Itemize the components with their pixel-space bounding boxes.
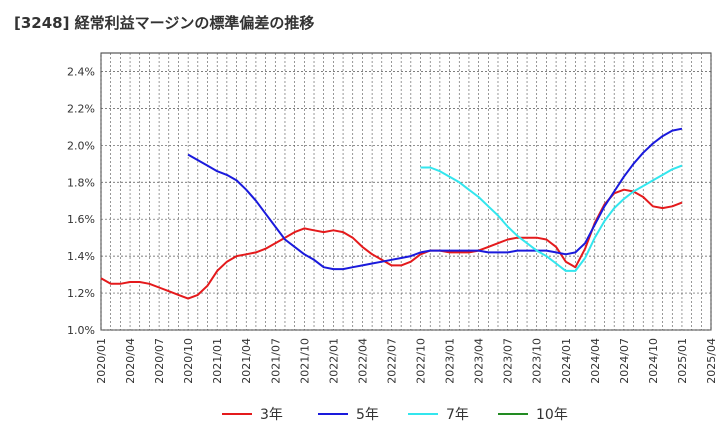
y-tick-label: 2.0% [67, 139, 95, 152]
y-tick-label: 1.4% [67, 250, 95, 263]
y-tick-label: 1.2% [67, 287, 95, 300]
x-tick-label: 2022/01 [327, 338, 340, 384]
x-tick-label: 2024/10 [647, 338, 660, 384]
legend-label-1: 5年 [356, 407, 379, 423]
x-tick-label: 2024/01 [560, 338, 573, 384]
series-line-0 [100, 188, 683, 300]
x-tick-label: 2023/10 [531, 338, 544, 384]
x-tick-label: 2023/04 [473, 338, 486, 384]
y-tick-label: 1.6% [67, 213, 95, 226]
series-line-1 [187, 127, 683, 271]
x-tick-label: 2021/01 [211, 338, 224, 384]
x-tick-label: 2024/04 [589, 338, 602, 384]
x-tick-label: 2025/04 [705, 338, 718, 384]
x-tick-label: 2022/10 [415, 338, 428, 384]
x-tick-label: 2023/01 [444, 338, 457, 384]
x-tick-label: 2022/04 [356, 338, 369, 384]
y-tick-label: 1.0% [67, 324, 95, 337]
y-tick-label: 2.2% [67, 102, 95, 115]
x-tick-label: 2021/07 [269, 338, 282, 384]
x-tick-label: 2022/07 [385, 338, 398, 384]
plot-frame [100, 52, 712, 331]
x-tick-label: 2020/01 [95, 338, 108, 384]
x-tick-label: 2021/10 [298, 338, 311, 384]
legend-label-3: 10年 [536, 407, 568, 423]
x-tick-label: 2023/07 [502, 338, 515, 384]
legend-label-2: 7年 [446, 407, 469, 423]
x-tick-label: 2025/01 [676, 338, 689, 384]
y-tick-label: 1.8% [67, 176, 95, 189]
series-line-2 [420, 164, 683, 272]
legend-label-0: 3年 [260, 407, 283, 423]
x-tick-label: 2020/10 [182, 338, 195, 384]
x-tick-label: 2020/04 [124, 338, 137, 384]
x-tick-label: 2020/07 [153, 338, 166, 384]
x-tick-label: 2021/04 [240, 338, 253, 384]
x-tick-label: 2024/07 [618, 338, 631, 384]
chart-title: [3248] 経常利益マージンの標準偏差の推移 [14, 14, 315, 32]
y-tick-label: 2.4% [67, 65, 95, 78]
